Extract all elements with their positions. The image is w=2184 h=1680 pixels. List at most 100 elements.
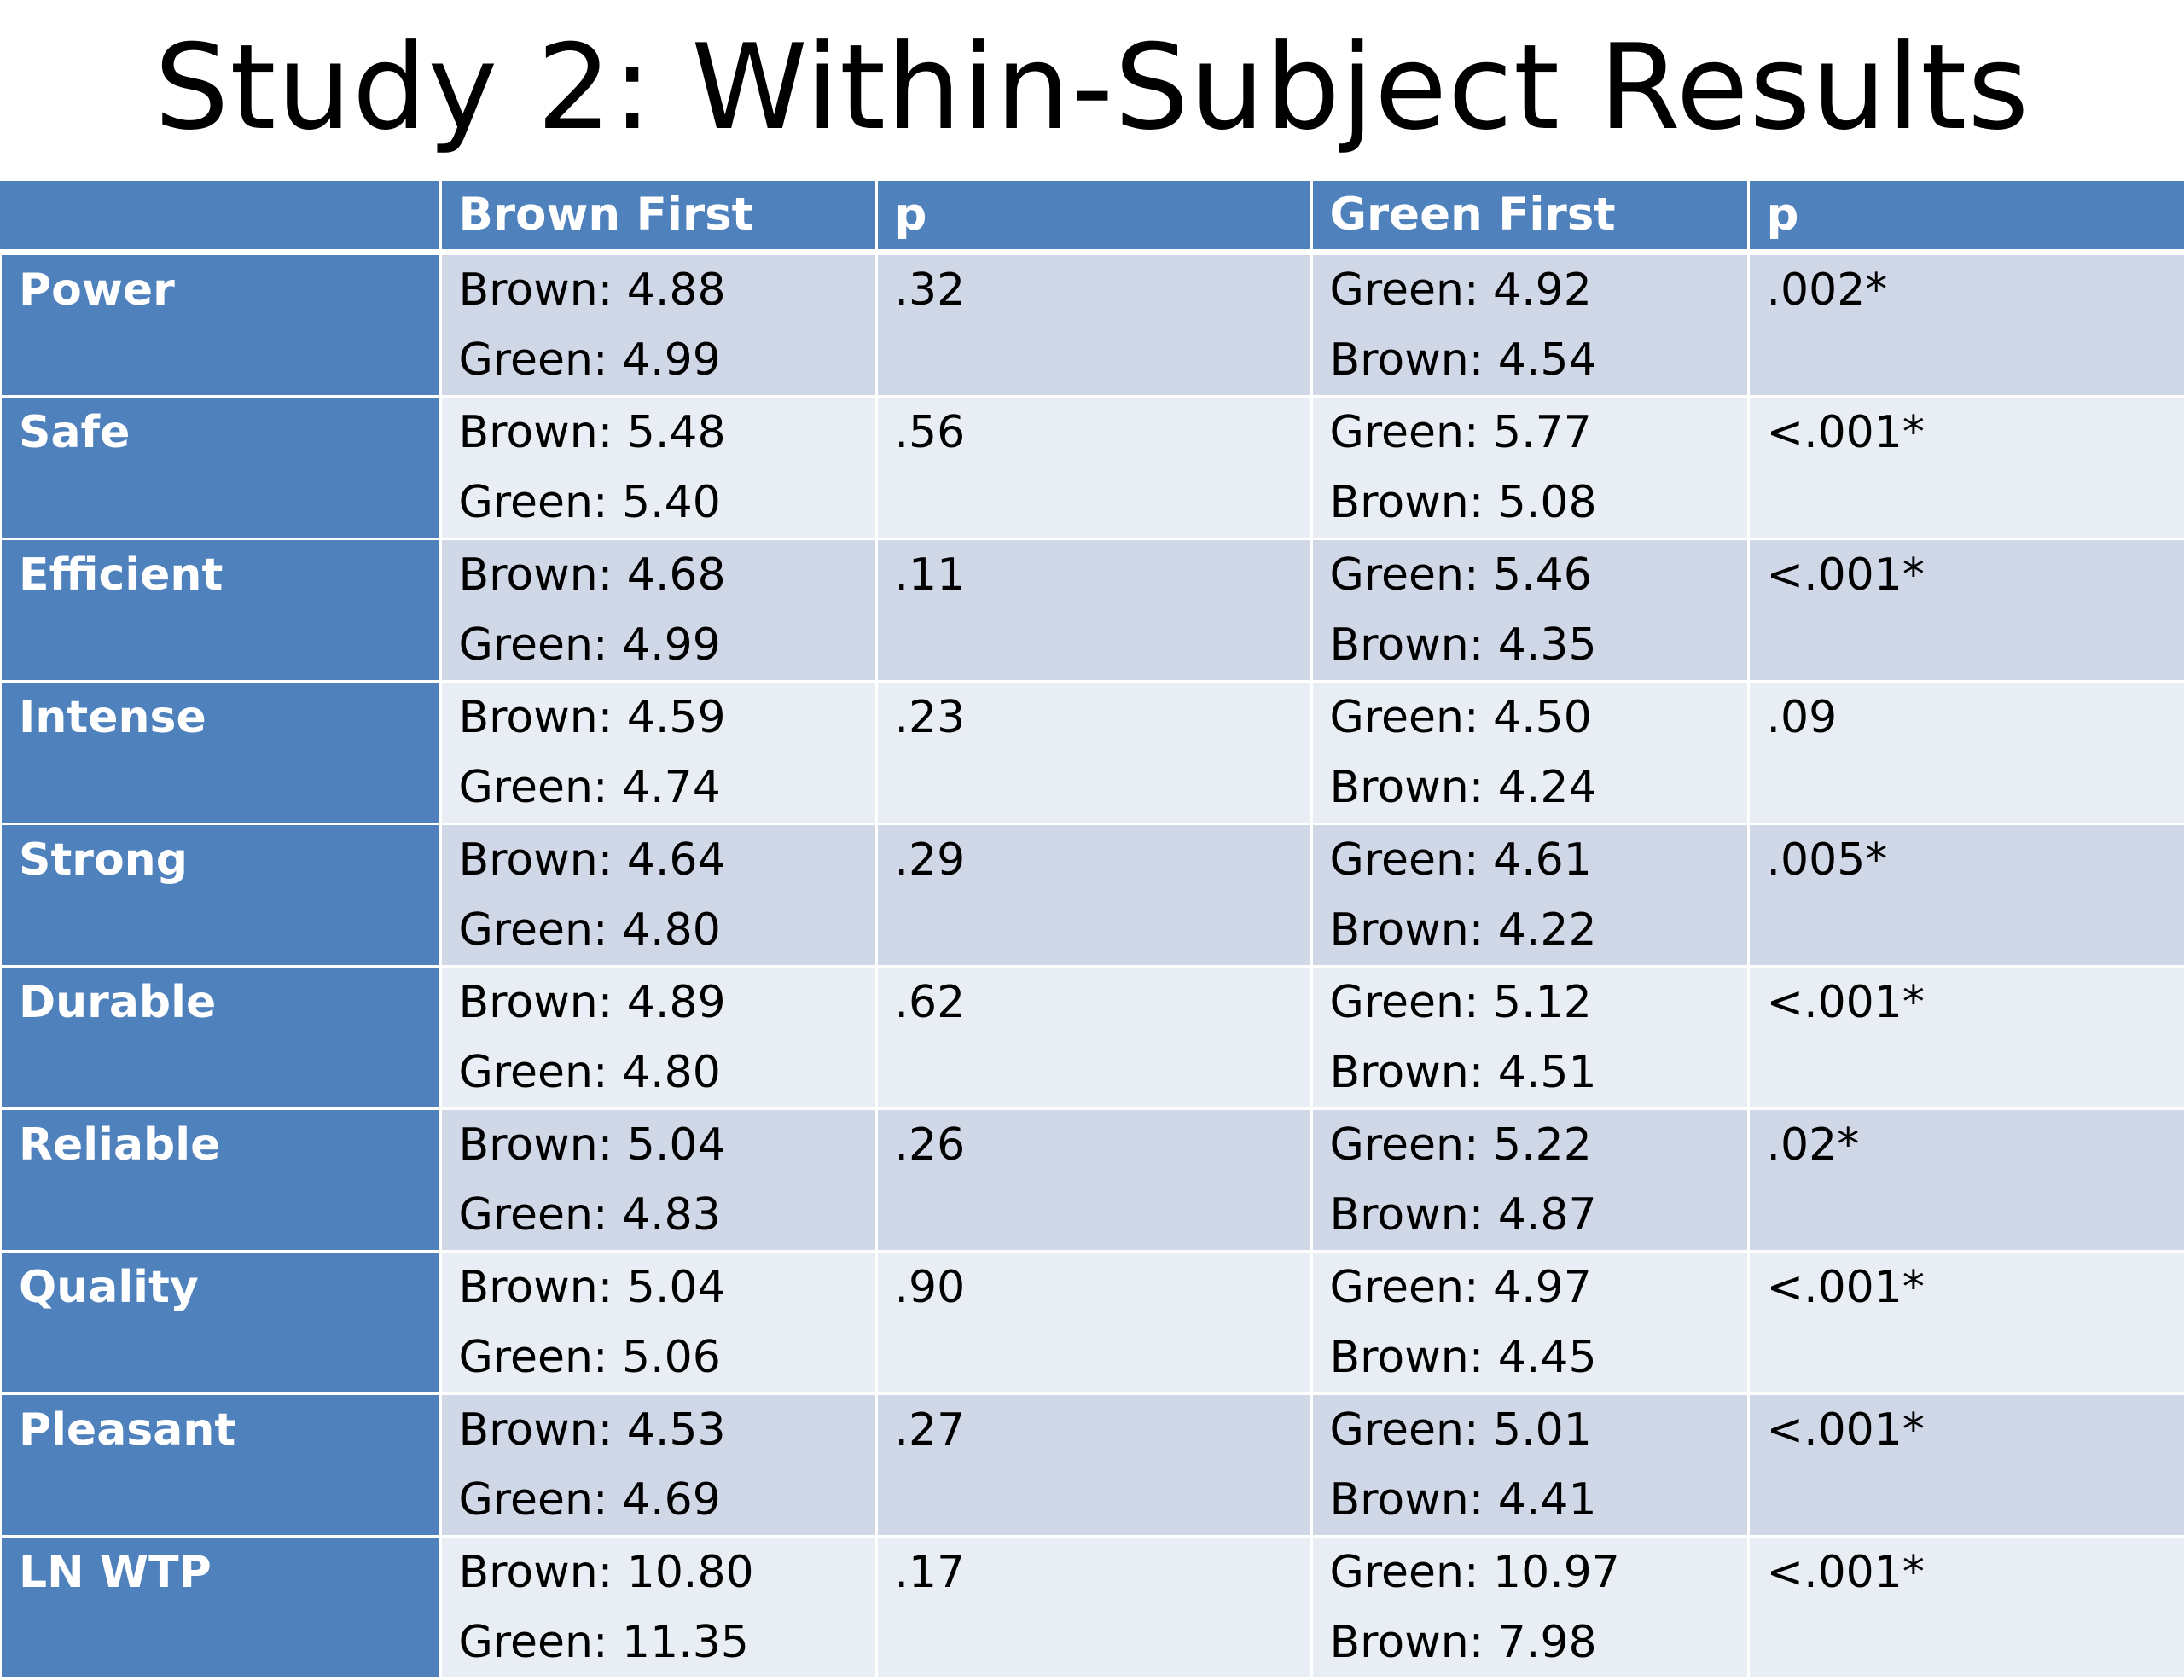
green-first-cell-value: Green: 4.50 [1329,692,1592,743]
green-first-cell-value: Green: 5.77 [1329,407,1592,458]
green-first-cell-value: Green: 5.01 [1329,1404,1592,1456]
p-value-green-cell: <.001* [1746,1535,2184,1680]
brown-first-cell: Brown: 4.53 Green: 4.69 [439,1392,878,1538]
brown-first-cell-value: Brown: 10.80 [458,1547,754,1598]
header-brown-first: Brown First [439,181,878,255]
green-first-cell-value: Green: 4.97 [1329,1262,1592,1313]
brown-first-cell-value: Green: 4.69 [458,1474,721,1526]
row-label: Quality [2,1250,442,1395]
table-row: Quality Brown: 5.04 Green: 5.06.90 Green: 4… [2,1250,2184,1395]
brown-first-cell-value: Brown: 5.04 [458,1262,726,1313]
brown-first-cell-value: Brown: 4.88 [458,264,726,316]
row-label: Strong [2,823,442,968]
green-first-cell-value: Brown: 4.51 [1329,1047,1597,1098]
row-label: Reliable [2,1107,442,1253]
p-value-green-cell: .09 [1746,680,2184,825]
results-table: Brown First p Green First p Power Brown: … [0,181,2184,1680]
p-value-green-cell: .005* [1746,823,2184,968]
green-first-cell-value: Green: 10.97 [1329,1547,1620,1598]
header-green-first: Green First [1310,181,1750,255]
row-label: Intense [2,680,442,825]
p-value-green-cell: <.001* [1746,1250,2184,1395]
green-first-cell-value: Brown: 4.22 [1329,904,1597,956]
green-first-cell: Green: 5.77 Brown: 5.08 [1310,395,1750,540]
p-value-brown-cell: .90 [874,1250,1313,1395]
brown-first-cell: Brown: 10.80 Green: 11.35 [439,1535,878,1680]
green-first-cell: Green: 4.50 Brown: 4.24 [1310,680,1750,825]
green-first-cell-value: Brown: 5.08 [1329,477,1597,528]
header-p-brown: p [874,181,1313,255]
brown-first-cell-value: Green: 4.80 [458,1047,721,1098]
table-row: Pleasant Brown: 4.53 Green: 4.69.27 Green: … [2,1392,2184,1538]
green-first-cell-value: Brown: 4.24 [1329,762,1597,813]
brown-first-cell-value: Green: 4.99 [458,619,721,671]
brown-first-cell: Brown: 4.89 Green: 4.80 [439,965,878,1110]
row-label: Efficient [2,538,442,683]
row-label: Power [2,251,442,398]
p-value-brown-cell: .32 [874,251,1313,398]
green-first-cell: Green: 5.22 Brown: 4.87 [1310,1107,1750,1253]
green-first-cell-value: Brown: 4.87 [1329,1189,1597,1241]
p-value-brown-cell: .26 [874,1107,1313,1253]
row-label: Durable [2,965,442,1110]
table-header-row: Brown First p Green First p [0,181,2184,255]
table-row: LN WTP Brown: 10.80 Green: 11.35.17 Green: … [2,1535,2184,1680]
p-value-brown-cell: .62 [874,965,1313,1110]
p-value-green-cell: <.001* [1746,395,2184,540]
table-row: Strong Brown: 4.64 Green: 4.80.29 Green: 4.… [2,823,2184,968]
brown-first-cell-value: Brown: 4.89 [458,977,726,1028]
green-first-cell-value: Brown: 4.41 [1329,1474,1597,1526]
brown-first-cell-value: Green: 5.40 [458,477,721,528]
p-value-green-cell: <.001* [1746,965,2184,1110]
table-row: Durable Brown: 4.89 Green: 4.80.62 Green: 5… [2,965,2184,1110]
brown-first-cell: Brown: 4.64 Green: 4.80 [439,823,878,968]
slide-title: Study 2: Within-Subject Results [154,19,2030,156]
green-first-cell: Green: 4.97 Brown: 4.45 [1310,1250,1750,1395]
p-value-green-cell: <.001* [1746,538,2184,683]
brown-first-cell-value: Brown: 4.53 [458,1404,726,1456]
green-first-cell: Green: 4.61 Brown: 4.22 [1310,823,1750,968]
green-first-cell-value: Green: 5.22 [1329,1119,1592,1171]
brown-first-cell: Brown: 4.68 Green: 4.99 [439,538,878,683]
brown-first-cell-value: Brown: 4.59 [458,692,726,743]
p-value-brown-cell: .11 [874,538,1313,683]
p-value-brown-cell: .23 [874,680,1313,825]
green-first-cell-value: Brown: 4.35 [1329,619,1597,671]
header-corner-cell [0,181,442,255]
brown-first-cell: Brown: 5.04 Green: 4.83 [439,1107,878,1253]
brown-first-cell-value: Brown: 4.64 [458,834,726,886]
green-first-cell-value: Green: 5.12 [1329,977,1592,1028]
row-label: Safe [2,395,442,540]
brown-first-cell-value: Green: 4.83 [458,1189,721,1241]
green-first-cell: Green: 4.92 Brown: 4.54 [1310,251,1750,398]
table-row: Safe Brown: 5.48 Green: 5.40.56 Green: 5.77… [2,395,2184,540]
green-first-cell-value: Green: 5.46 [1329,549,1592,601]
p-value-green-cell: .02* [1746,1107,2184,1253]
p-value-green-cell: <.001* [1746,1392,2184,1538]
brown-first-cell: Brown: 4.59 Green: 4.74 [439,680,878,825]
header-p-green: p [1746,181,2184,255]
brown-first-cell: Brown: 4.88 Green: 4.99 [439,251,878,398]
green-first-cell-value: Green: 4.61 [1329,834,1592,886]
brown-first-cell-value: Brown: 5.48 [458,407,726,458]
green-first-cell-value: Brown: 4.45 [1329,1332,1597,1383]
table-row: Intense Brown: 4.59 Green: 4.74.23 Green: 4… [2,680,2184,825]
brown-first-cell-value: Brown: 4.68 [458,549,726,601]
brown-first-cell: Brown: 5.04 Green: 5.06 [439,1250,878,1395]
green-first-cell: Green: 5.12 Brown: 4.51 [1310,965,1750,1110]
brown-first-cell-value: Green: 4.99 [458,334,721,386]
brown-first-cell-value: Brown: 5.04 [458,1119,726,1171]
brown-first-cell-value: Green: 5.06 [458,1332,721,1383]
row-label: LN WTP [2,1535,442,1680]
p-value-brown-cell: .27 [874,1392,1313,1538]
brown-first-cell-value: Green: 4.74 [458,762,721,813]
p-value-green-cell: .002* [1746,251,2184,398]
brown-first-cell-value: Green: 4.80 [458,904,721,956]
p-value-brown-cell: .17 [874,1535,1313,1680]
table-row: Power Brown: 4.88 Green: 4.99.32 Green: 4.9… [2,251,2184,398]
green-first-cell-value: Brown: 7.98 [1329,1617,1597,1668]
green-first-cell: Green: 10.97 Brown: 7.98 [1310,1535,1750,1680]
green-first-cell-value: Brown: 4.54 [1329,334,1597,386]
table-row: Reliable Brown: 5.04 Green: 4.83.26 Green: … [2,1107,2184,1253]
green-first-cell-value: Green: 4.92 [1329,264,1592,316]
